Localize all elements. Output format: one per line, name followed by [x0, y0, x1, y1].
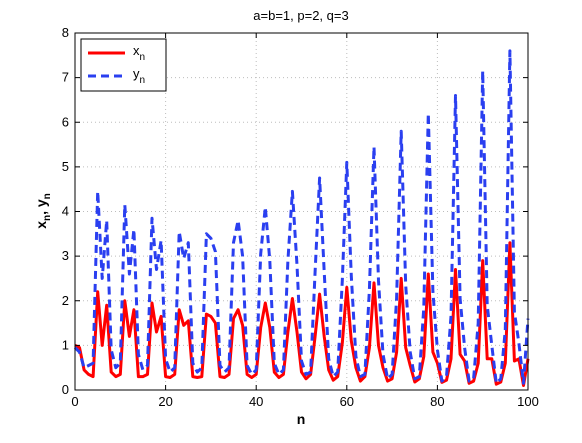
- x-tick-label: 100: [517, 394, 539, 409]
- y-tick-label: 4: [62, 204, 69, 219]
- legend: xn yn: [80, 38, 167, 92]
- y-tick-label: 2: [62, 293, 69, 308]
- legend-y-label: yn: [133, 66, 145, 86]
- x-tick-label: 0: [71, 394, 78, 409]
- y-tick-label: 1: [62, 337, 69, 352]
- x-tick-label: 20: [158, 394, 172, 409]
- y-axis-label-sep: , y: [33, 199, 49, 215]
- y-tick-label: 7: [62, 70, 69, 85]
- y-tick-label: 3: [62, 248, 69, 263]
- legend-x-label: xn: [133, 43, 145, 63]
- chart-title: a=b=1, p=2, q=3: [253, 8, 348, 23]
- y-axis-label-x: x: [33, 221, 49, 229]
- legend-box: [80, 38, 167, 92]
- x-axis-label: n: [297, 411, 306, 427]
- series-line-y: [73, 49, 530, 385]
- x-tick-label: 40: [249, 394, 263, 409]
- y-axis-label-sub2: n: [42, 193, 53, 199]
- y-tick-label: 5: [62, 159, 69, 174]
- x-tick-label: 80: [430, 394, 444, 409]
- series-line-x: [74, 241, 530, 387]
- axis-ticks: 0 20 40 60 80 100 0 1 2 3 4 5 6 7 8: [62, 25, 539, 409]
- y-tick-label: 0: [62, 382, 69, 397]
- series-lines: [73, 49, 530, 387]
- y-axis-label: xn, yn: [33, 193, 53, 229]
- x-tick-label: 60: [340, 394, 354, 409]
- y-tick-label: 8: [62, 25, 69, 40]
- y-axis-label-sub1: n: [42, 215, 53, 221]
- y-tick-label: 6: [62, 114, 69, 129]
